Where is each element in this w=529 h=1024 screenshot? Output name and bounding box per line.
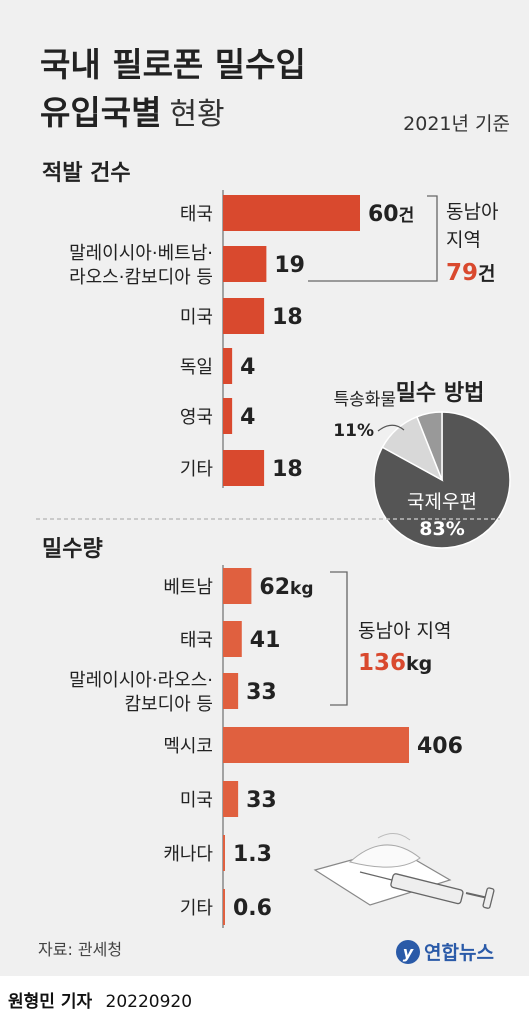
category-label-1-0: 태국 [180, 204, 213, 225]
bar-2-6 [223, 889, 225, 925]
category-label-2-1: 태국 [180, 630, 213, 651]
category-label-2-2-line0: 말레이시아·라오스· [69, 670, 213, 691]
value-label-2-4: 33 [246, 788, 277, 813]
category-label-1-1-line1: 라오스·캄보디아 등 [69, 267, 213, 288]
title-line2: 유입국별 현황 [40, 93, 225, 132]
bar-2-4 [223, 781, 239, 817]
bar-1-2 [223, 298, 265, 334]
section2-annotation-value: 136kg [358, 650, 432, 676]
bar-2-5 [223, 835, 225, 871]
bar-1-0 [223, 195, 360, 231]
category-label-1-4: 영국 [180, 407, 213, 428]
section2-annotation-label: 동남아 지역 [358, 620, 451, 642]
value-label-1-5: 18 [272, 457, 303, 482]
bar-1-5 [223, 450, 265, 486]
svg-text:y: y [403, 943, 414, 962]
section2-title: 밀수량 [42, 537, 103, 562]
section1-title: 적발 건수 [42, 161, 131, 186]
infographic-svg: 국내 필로폰 밀수입 유입국별 현황 2021년 기준 적발 건수 태국 60건말레… [36, 45, 511, 964]
credit-name: 원형민 기자 [8, 992, 93, 1012]
credit-date: 20220920 [105, 992, 193, 1012]
section1-annotation-line2: 지역 [446, 229, 481, 251]
bar-1-3 [223, 348, 233, 384]
title-line2-suffix: 현황 [169, 97, 224, 132]
bar-1-4 [223, 398, 233, 434]
source-note: 자료: 관세청 [38, 940, 122, 959]
basis-note: 2021년 기준 [403, 113, 510, 135]
category-label-2-3: 멕시코 [163, 736, 213, 757]
pie-chart [373, 411, 511, 549]
pie-label-mail: 국제우편 [407, 491, 477, 513]
bar-2-3 [223, 727, 409, 763]
category-label-2-2-line1: 캄보디아 등 [124, 694, 213, 715]
value-label-2-5: 1.3 [233, 842, 272, 867]
category-label-2-4: 미국 [180, 790, 213, 811]
category-label-2-6: 기타 [180, 898, 214, 919]
credit-line: 원형민 기자 20220920 [8, 984, 192, 1020]
category-label-2-5: 캐나다 [163, 844, 213, 865]
value-label-1-1: 19 [274, 253, 305, 278]
section2-bracket [330, 571, 348, 706]
pie-value-mail: 83% [419, 518, 464, 540]
value-label-1-4: 4 [240, 405, 255, 430]
section1-bracket [308, 195, 438, 282]
category-label-1-1-line0: 말레이시아·베트남· [69, 243, 213, 264]
title-line1: 국내 필로폰 밀수입 [40, 45, 306, 84]
value-label-2-6: 0.6 [233, 896, 272, 921]
value-label-1-2: 18 [272, 305, 303, 330]
yonhap-logo-text: 연합뉴스 [424, 942, 494, 964]
section1-annotation-value: 79건 [446, 260, 496, 286]
value-label-2-0: 62kg [259, 575, 313, 600]
category-label-2-0: 베트남 [163, 577, 213, 598]
yonhap-logo: y 연합뉴스 [396, 940, 494, 964]
bar-2-2 [223, 673, 239, 709]
category-label-1-2: 미국 [180, 307, 213, 328]
value-label-2-2: 33 [246, 680, 277, 705]
title-line2-main: 유입국별 [40, 93, 161, 132]
pie-leader-line [377, 424, 405, 432]
bar-2-1 [223, 621, 242, 657]
pie-label-express: 특송화물 [333, 390, 396, 410]
value-label-1-3: 4 [240, 355, 255, 380]
pie-slice-0 [373, 411, 511, 549]
yonhap-logo-icon [396, 940, 420, 964]
bar-1-1 [223, 246, 267, 282]
category-label-1-5: 기타 [180, 459, 214, 480]
section2-bars: 베트남 62kg 태국 41 말레이시아·라오스· 캄보디아 등 33 멕시코 406 미국 33 캐… [69, 568, 463, 925]
value-label-2-3: 406 [417, 734, 463, 759]
value-label-2-1: 41 [250, 628, 281, 653]
value-label-1-0: 60건 [368, 202, 414, 227]
pie-title: 밀수 방법 [396, 381, 485, 406]
syringe-illustration [313, 833, 495, 909]
pie-value-express: 11% [333, 421, 374, 441]
bar-2-0 [223, 568, 252, 604]
pie-slice-2 [415, 411, 443, 481]
category-label-1-3: 독일 [180, 357, 213, 378]
section1-annotation-line1: 동남아 [446, 201, 498, 223]
